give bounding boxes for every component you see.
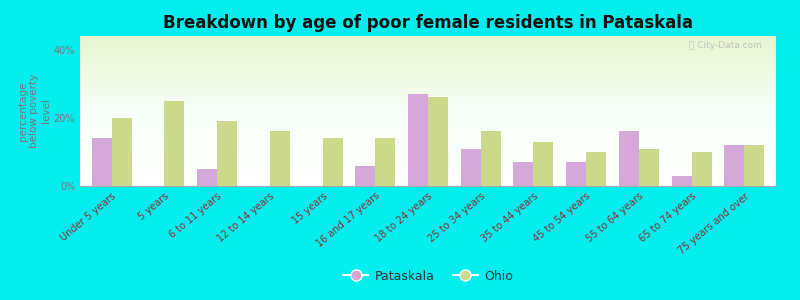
Bar bbox=[217, 121, 237, 186]
Bar bbox=[322, 138, 342, 186]
Bar bbox=[270, 131, 290, 186]
Bar bbox=[461, 148, 481, 186]
Bar bbox=[534, 142, 554, 186]
Bar bbox=[672, 176, 692, 186]
Bar bbox=[92, 138, 112, 186]
Bar bbox=[724, 145, 744, 186]
Text: Ⓐ City-Data.com: Ⓐ City-Data.com bbox=[690, 40, 762, 50]
Bar bbox=[639, 148, 659, 186]
Bar bbox=[514, 162, 534, 186]
Bar bbox=[428, 98, 448, 186]
Bar bbox=[566, 162, 586, 186]
Title: Breakdown by age of poor female residents in Pataskala: Breakdown by age of poor female resident… bbox=[163, 14, 693, 32]
Bar bbox=[375, 138, 395, 186]
Bar bbox=[355, 166, 375, 186]
Bar bbox=[692, 152, 712, 186]
Bar bbox=[112, 118, 132, 186]
Bar bbox=[586, 152, 606, 186]
Bar bbox=[408, 94, 428, 186]
Bar bbox=[164, 101, 184, 186]
Bar bbox=[744, 145, 765, 186]
Y-axis label: percentage
below poverty
level: percentage below poverty level bbox=[18, 74, 51, 148]
Bar bbox=[619, 131, 639, 186]
Bar bbox=[481, 131, 501, 186]
Bar bbox=[197, 169, 217, 186]
Legend: Pataskala, Ohio: Pataskala, Ohio bbox=[338, 265, 518, 288]
